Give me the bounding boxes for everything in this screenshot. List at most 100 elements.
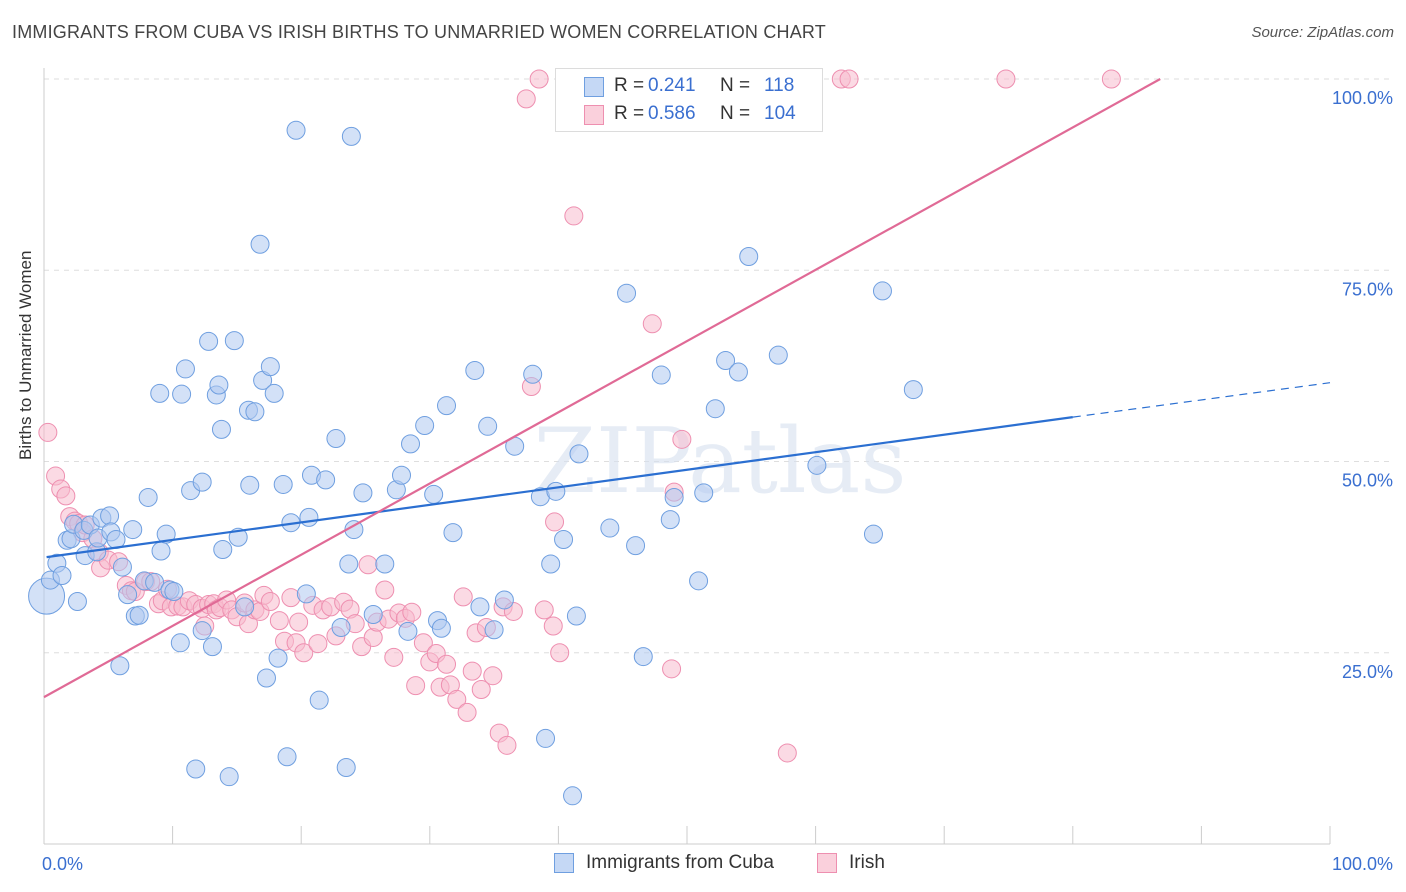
data-point-cuba [443, 523, 463, 543]
data-point-cuba [202, 637, 222, 657]
trend-lines [43, 78, 1331, 699]
data-point-cuba [546, 481, 566, 501]
data-point-cuba [339, 554, 359, 574]
data-point-cuba [192, 621, 212, 641]
data-point-cuba [100, 506, 120, 526]
data-point-irish [996, 69, 1016, 89]
y-tick-label: 100.0% [1332, 88, 1393, 108]
data-point-cuba [375, 554, 395, 574]
data-point-cuba [175, 359, 195, 379]
data-point-cuba [728, 362, 748, 382]
data-point-irish [642, 314, 662, 334]
data-point-cuba [600, 518, 620, 538]
legend-n-value: 104 [764, 103, 796, 124]
data-point-cuba [353, 483, 373, 503]
data-point-cuba [392, 465, 412, 485]
data-point-cuba [569, 444, 589, 464]
legend-item-irish[interactable]: Irish [817, 852, 885, 874]
data-point-cuba [563, 786, 583, 806]
data-point-cuba [554, 530, 574, 550]
data-point-cuba [240, 475, 260, 495]
data-point-cuba [172, 384, 192, 404]
data-point-irish [545, 512, 565, 532]
data-point-cuba [494, 590, 514, 610]
tick-labels: 25.0% 50.0% 75.0% 100.0% 0.0% 100.0% [42, 88, 1393, 874]
y-axis-label: Births to Unmarried Women [16, 250, 35, 460]
data-point-cuba [398, 621, 418, 641]
data-point-cuba [341, 126, 361, 146]
data-point-cuba [277, 747, 297, 767]
data-point-irish [550, 643, 570, 663]
legend-r-label: R = [614, 75, 645, 96]
data-point-irish [294, 643, 314, 663]
data-point-cuba [268, 648, 288, 668]
data-point-cuba [431, 618, 451, 638]
data-point-cuba [250, 234, 270, 254]
data-point-cuba [138, 487, 158, 507]
data-point-irish [413, 633, 433, 653]
data-point-cuba [110, 656, 130, 676]
data-point-irish [777, 743, 797, 763]
data-point-cuba [739, 246, 759, 266]
data-point-cuba [52, 565, 72, 585]
data-point-irish [289, 612, 309, 632]
data-point-cuba [401, 434, 421, 454]
data-point-cuba [536, 728, 556, 748]
data-point-irish [529, 69, 549, 89]
legend-r-value: 0.241 [648, 75, 696, 96]
axes [43, 68, 1331, 845]
data-point-cuba [260, 357, 280, 377]
data-point-cuba [523, 364, 543, 384]
data-point-cuba [689, 571, 709, 591]
data-point-irish [447, 689, 467, 709]
data-point-irish [38, 422, 58, 442]
legend-r-label: R = [614, 103, 645, 124]
legend-item-cuba[interactable]: Immigrants from Cuba [554, 852, 774, 874]
data-point-irish [462, 661, 482, 681]
data-point-irish [471, 679, 491, 699]
data-point-cuba [694, 483, 714, 503]
data-point-cuba [716, 351, 736, 371]
legend-series: Immigrants from Cuba Irish [0, 852, 1406, 878]
grid-lines [44, 78, 1394, 654]
data-point-irish [1101, 69, 1121, 89]
data-point-cuba [129, 605, 149, 625]
y-tick-label: 75.0% [1342, 279, 1393, 299]
data-point-cuba [626, 536, 646, 556]
data-point-irish [534, 600, 554, 620]
data-point-cuba [151, 541, 171, 561]
data-point-cuba [209, 375, 229, 395]
data-point-irish [384, 647, 404, 667]
data-point-irish [839, 69, 859, 89]
data-point-cuba [170, 633, 190, 653]
data-point-irish [406, 676, 426, 696]
legend-n-label: N = [720, 103, 751, 124]
data-point-cuba [264, 383, 284, 403]
data-point-cuba [309, 690, 329, 710]
data-point-cuba [273, 474, 293, 494]
data-point-cuba [651, 365, 671, 385]
data-point-irish [662, 659, 682, 679]
scatter-points [28, 69, 1121, 806]
data-point-irish [516, 89, 536, 109]
data-point-irish [375, 580, 395, 600]
data-point-irish [358, 555, 378, 575]
data-point-cuba [872, 281, 892, 301]
data-point-cuba [336, 758, 356, 777]
trend-line-cuba [46, 416, 1073, 559]
data-point-cuba [296, 584, 316, 604]
data-point-cuba [186, 759, 206, 779]
data-point-cuba [156, 524, 176, 544]
data-point-cuba [807, 455, 827, 475]
legend-label-irish: Irish [849, 852, 885, 873]
trend-line-extension-cuba [1072, 382, 1331, 418]
data-point-cuba [326, 429, 346, 449]
data-point-cuba [213, 539, 233, 559]
data-point-cuba [192, 472, 212, 492]
data-point-irish [56, 486, 76, 506]
y-tick-label: 25.0% [1342, 662, 1393, 682]
data-point-cuba [235, 597, 255, 617]
legend-label-cuba: Immigrants from Cuba [586, 852, 774, 873]
data-point-cuba [363, 605, 383, 624]
data-point-cuba [67, 591, 87, 611]
